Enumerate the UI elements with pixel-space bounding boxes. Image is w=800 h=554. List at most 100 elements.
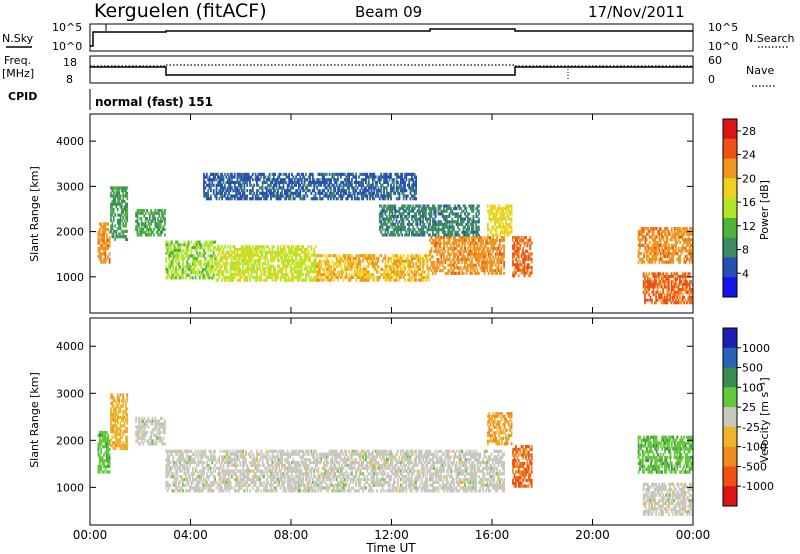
- power-cell-6: [493, 241, 496, 245]
- power-cell-3: [183, 243, 186, 247]
- power-cell-11: [345, 180, 348, 184]
- power-cell-11: [271, 180, 274, 184]
- power-cell-5: [384, 278, 387, 282]
- power-cell-9: [640, 229, 643, 234]
- power-cell-2: [164, 217, 166, 221]
- power-cell-9: [650, 260, 652, 264]
- power-cell-4: [218, 259, 221, 263]
- power-cell-1: [111, 210, 114, 214]
- power-cell-5: [323, 270, 325, 274]
- power-cell-9: [684, 260, 687, 264]
- power-cell-4: [282, 253, 285, 257]
- power-cell-4: [233, 273, 236, 277]
- power-cell-3: [168, 257, 170, 261]
- power-cell-11: [387, 180, 390, 184]
- power-cell-4: [292, 245, 295, 249]
- power-cell-12: [395, 217, 398, 221]
- power-cell-8: [516, 247, 519, 251]
- power-cell-4: [231, 259, 233, 263]
- power-cell-11: [341, 189, 344, 193]
- power-cell-7: [494, 228, 496, 232]
- power-cell-7: [509, 204, 512, 208]
- power-cell-3: [210, 268, 212, 272]
- velocity-cell-1: [112, 407, 115, 411]
- power-cell-4: [247, 247, 250, 252]
- power-cell-11: [265, 178, 268, 182]
- power-cell-3: [171, 259, 173, 263]
- power-cell-12: [451, 217, 454, 221]
- power-cell-9: [676, 227, 679, 231]
- power-cell-3: [179, 246, 182, 250]
- power-cell-4: [314, 275, 317, 279]
- power-cell-0: [108, 230, 111, 234]
- power-cell-4: [303, 259, 306, 263]
- power-cell-5: [408, 267, 411, 271]
- power-cell-5: [406, 262, 409, 266]
- power-cell-9: [690, 238, 692, 242]
- power-cell-11: [251, 194, 254, 198]
- power-cell-5: [384, 273, 387, 277]
- power-cell-5: [427, 270, 430, 274]
- power-cell-6: [483, 260, 486, 264]
- power-cell-11: [243, 178, 246, 182]
- power-cell-4: [295, 264, 297, 268]
- power-cell-9: [655, 227, 658, 231]
- power-cell-4: [260, 253, 263, 257]
- power-cell-12: [455, 222, 458, 226]
- power-cell-11: [367, 180, 370, 184]
- power-cell-6: [461, 255, 464, 259]
- power-cell-4: [295, 270, 297, 274]
- power-cell-11: [243, 175, 246, 179]
- power-cell-3: [182, 248, 184, 252]
- power-cell-9: [677, 229, 680, 234]
- power-cell-3: [184, 243, 187, 247]
- power-cell-9: [669, 260, 672, 264]
- power-cell-11: [311, 175, 314, 179]
- power-cell-3: [203, 254, 205, 258]
- power-cell-12: [384, 230, 387, 234]
- velocity-cell-1: [114, 418, 116, 422]
- power-cell-8: [516, 260, 519, 264]
- velocity-cell-1: [110, 415, 112, 420]
- power-cell-4: [258, 250, 261, 254]
- power-cell-12: [411, 233, 413, 237]
- power-cell-9: [644, 246, 647, 250]
- power-cell-2: [162, 228, 165, 232]
- power-cell-11: [380, 183, 383, 187]
- power-cell-0: [100, 236, 103, 240]
- power-cell-9: [684, 254, 687, 259]
- power-cell-4: [221, 259, 223, 263]
- power-cell-9: [639, 229, 641, 234]
- velocity-cell-1: [116, 404, 119, 408]
- power-cell-1: [116, 189, 119, 193]
- power-cell-11: [385, 189, 388, 193]
- power-cell-5: [351, 265, 353, 269]
- power-cell-6: [434, 266, 437, 270]
- power-cell-9: [665, 243, 668, 247]
- power-cell-11: [302, 189, 304, 193]
- power-cell-11: [356, 180, 359, 184]
- power-cell-4: [221, 250, 223, 254]
- velocity-cell-0: [100, 430, 103, 435]
- power-cell-7: [498, 222, 500, 226]
- power-cell-11: [229, 180, 232, 184]
- power-cell-0: [97, 249, 100, 253]
- power-cell-7: [495, 233, 498, 237]
- power-cell-4: [277, 247, 279, 252]
- power-cell-3: [204, 240, 207, 244]
- power-cell-3: [168, 262, 170, 266]
- power-cell-4: [243, 256, 246, 260]
- power-cell-6: [473, 269, 476, 273]
- power-cell-6: [436, 252, 438, 256]
- power-cell-8: [512, 252, 514, 256]
- power-cell-4: [278, 253, 281, 257]
- power-cell-9: [652, 249, 655, 253]
- power-cell-1: [116, 186, 119, 190]
- power-cell-12: [405, 217, 408, 221]
- power-cell-1: [112, 218, 115, 222]
- power-cell-4: [310, 245, 313, 249]
- power-cell-5: [342, 259, 345, 263]
- power-cell-6: [492, 260, 494, 264]
- power-cell-4: [311, 270, 314, 274]
- power-cell-11: [311, 180, 314, 184]
